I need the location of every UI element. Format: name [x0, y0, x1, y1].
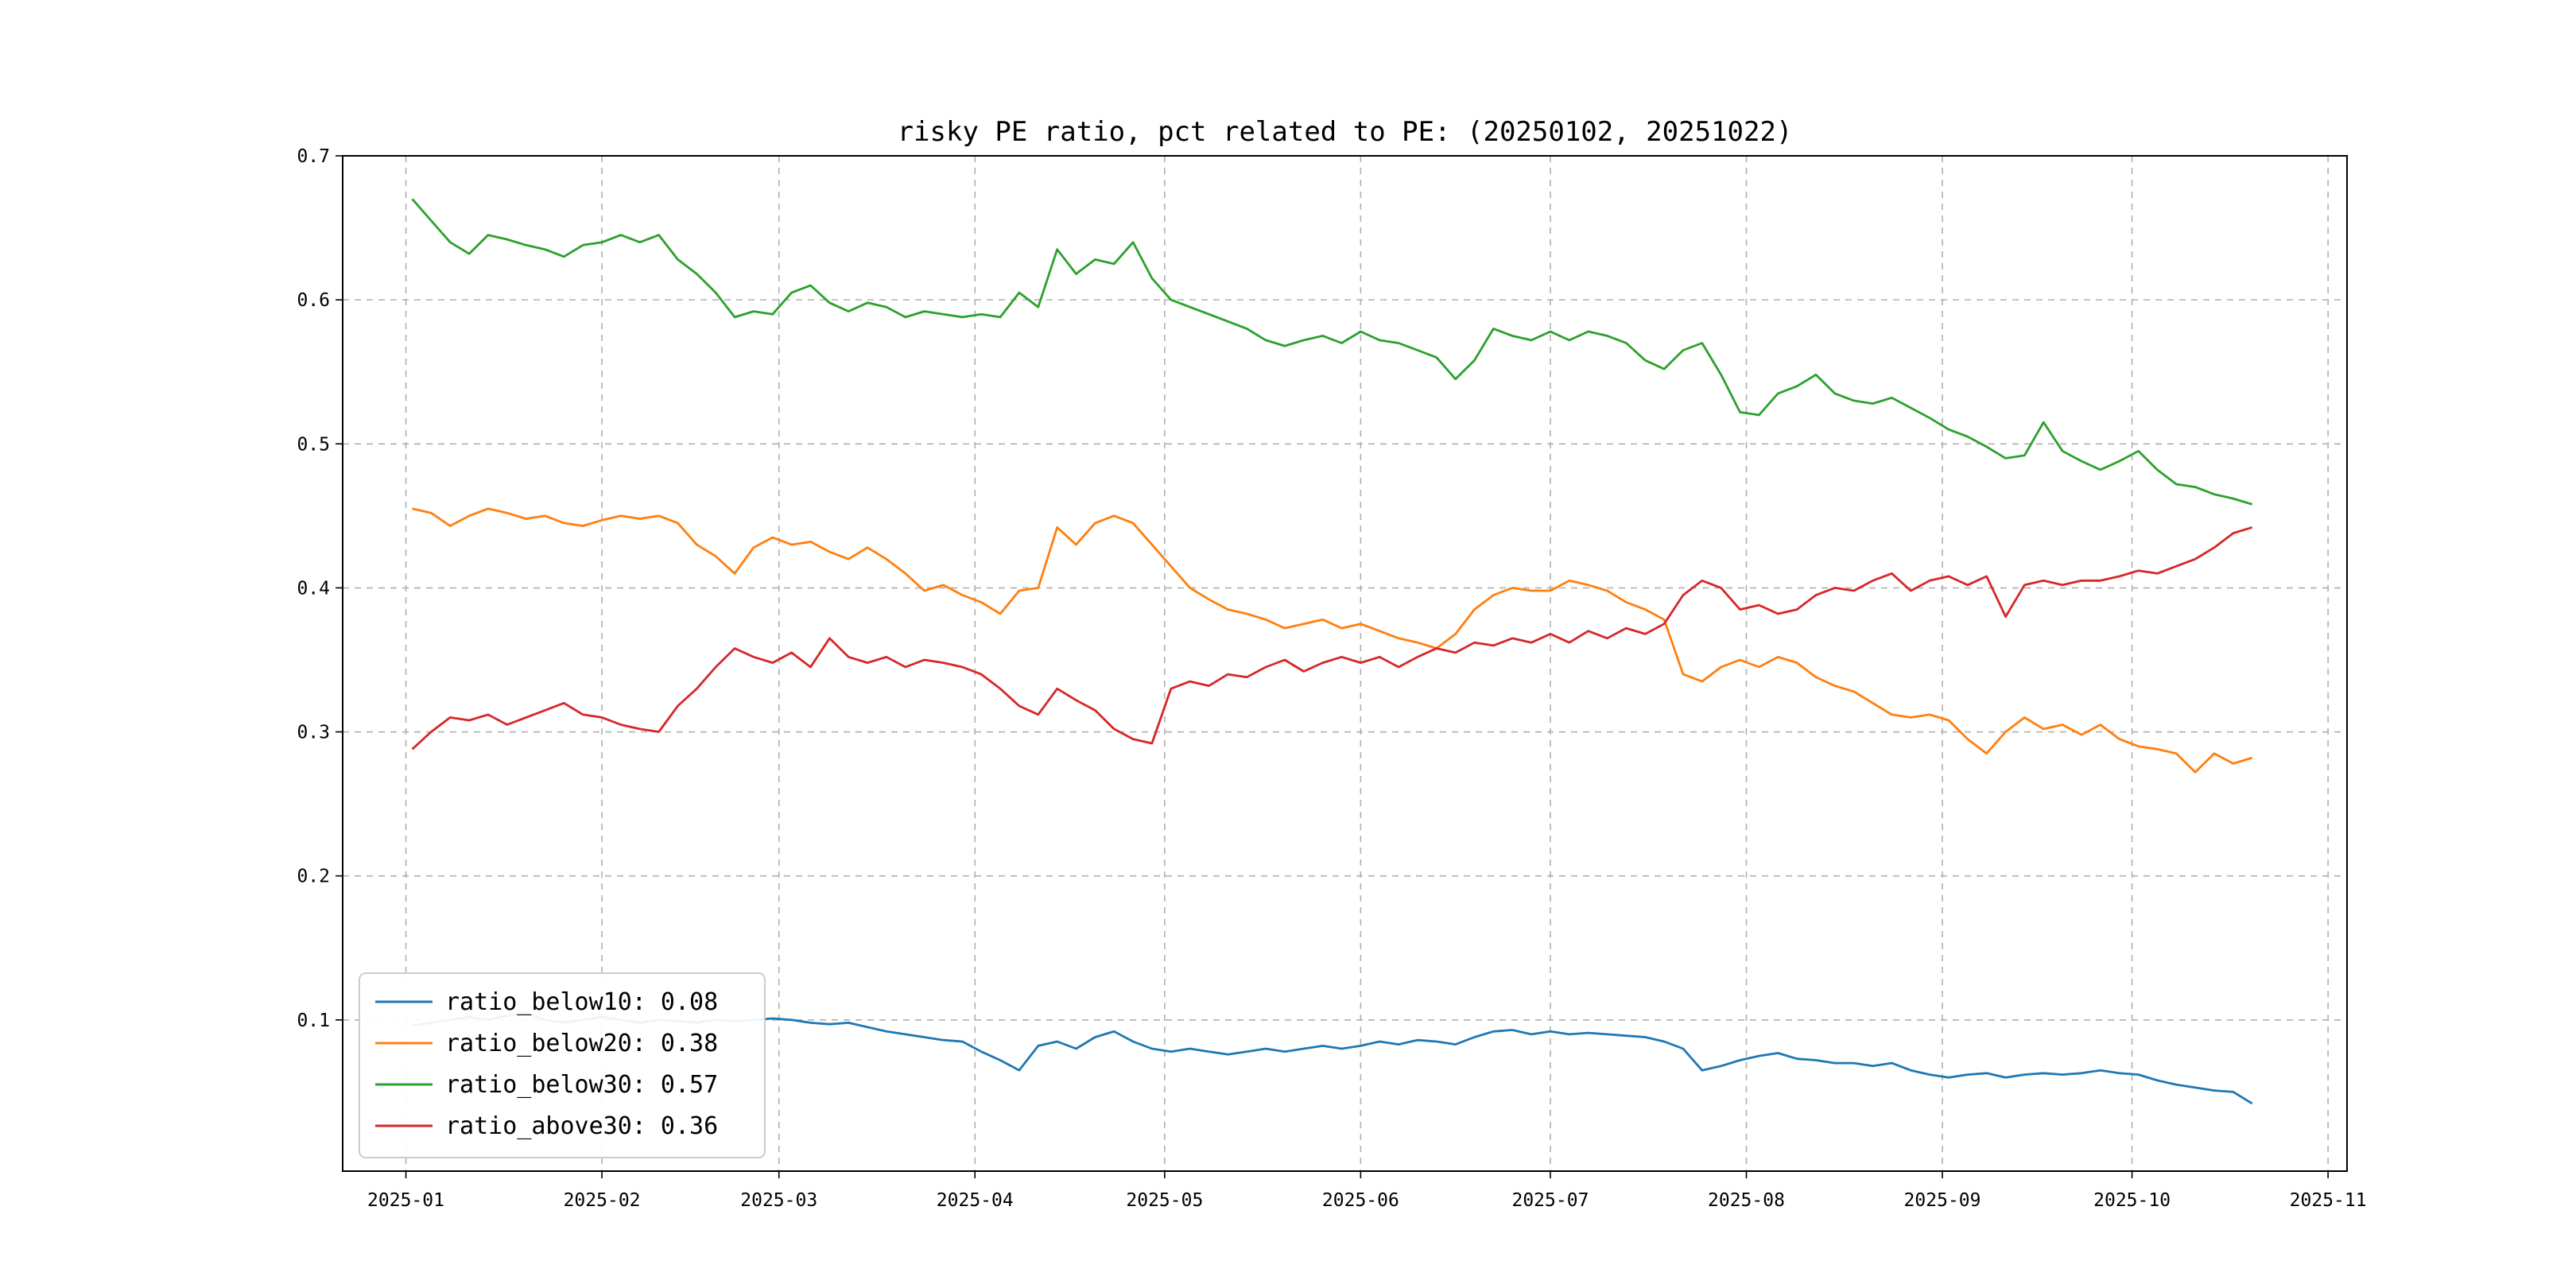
- y-tick-label: 0.5: [297, 434, 330, 455]
- legend-label-ratio_below30: ratio_below30: 0.57: [445, 1071, 718, 1099]
- legend-label-ratio_above30: ratio_above30: 0.36: [445, 1112, 718, 1140]
- x-tick-label: 2025-08: [1708, 1190, 1785, 1211]
- y-tick-label: 0.3: [297, 723, 330, 743]
- y-tick-label: 0.1: [297, 1011, 330, 1031]
- y-tick-label: 0.6: [297, 290, 330, 311]
- x-tick-label: 2025-11: [2290, 1190, 2367, 1211]
- x-tick-label: 2025-09: [1904, 1190, 1981, 1211]
- series-line-ratio_below30: [411, 198, 2253, 506]
- chart-title: risky PE ratio, pct related to PE: (2025…: [897, 116, 1793, 148]
- legend-box: [359, 972, 766, 1158]
- legend-label-ratio_below10: ratio_below10: 0.08: [445, 988, 718, 1016]
- x-tick-label: 2025-05: [1126, 1190, 1203, 1211]
- series-line-ratio_above30: [411, 526, 2253, 751]
- x-tick-label: 2025-02: [564, 1190, 641, 1211]
- y-tick-label: 0.4: [297, 578, 330, 599]
- legend-label-ratio_below20: ratio_below20: 0.38: [445, 1030, 718, 1057]
- legend: ratio_below10: 0.08 ratio_below20: 0.38 ra…: [359, 972, 766, 1158]
- x-tick-label: 2025-01: [367, 1190, 444, 1211]
- y-tick-label: 0.7: [297, 146, 330, 167]
- x-tick-label: 2025-10: [2093, 1190, 2171, 1211]
- x-tick-label: 2025-06: [1322, 1190, 1399, 1211]
- x-tick-label: 2025-07: [1511, 1190, 1589, 1211]
- y-tick-label: 0.2: [297, 867, 330, 887]
- plot-border: [342, 155, 2348, 1172]
- x-tick-label: 2025-04: [937, 1190, 1014, 1211]
- series-line-ratio_below20: [412, 507, 2253, 774]
- x-tick-label: 2025-03: [740, 1190, 817, 1211]
